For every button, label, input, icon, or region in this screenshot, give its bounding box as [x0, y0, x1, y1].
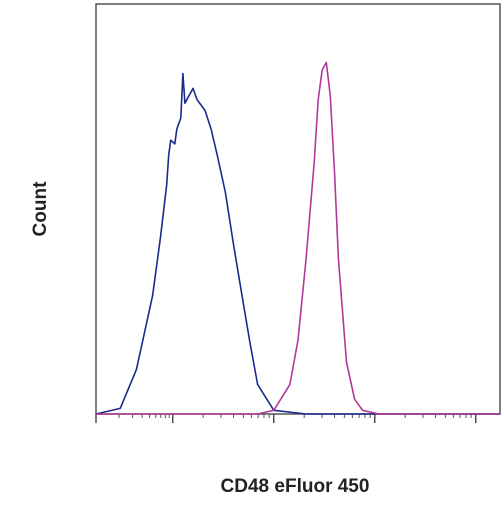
histogram-series-2 — [96, 61, 500, 415]
plot-frame — [95, 3, 501, 415]
y-axis-label: Count — [30, 181, 51, 237]
x-axis-ticks — [95, 414, 477, 423]
x-axis-label: CD48 eFluor 450 — [221, 476, 370, 497]
plot-series — [95, 61, 500, 415]
histogram-series-1 — [95, 72, 500, 415]
